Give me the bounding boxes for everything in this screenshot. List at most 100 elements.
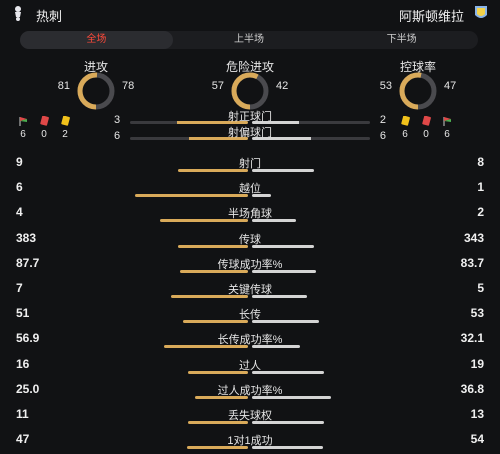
away-yellow-cards-count: 6 [402,129,408,140]
dangerous-attack-donut: 危险进攻 57 42 [190,58,310,118]
shots-on-target-row: 3 2 [114,114,386,127]
shots-away-value: 6 [379,130,386,142]
away-yellow-cards: 6 [400,116,410,142]
stat-home-value: 47 [16,432,30,447]
home-yellow-cards-count: 2 [62,129,68,140]
away-red-cards-count: 0 [423,129,429,140]
stat-label: 射门 [239,158,261,170]
away-red-cards: 0 [421,116,431,142]
stat-away-bar [252,194,271,198]
shots-home-value: 6 [114,130,121,142]
stat-away-bar [252,345,300,349]
stat-label: 过人 [239,359,261,372]
stat-row: 51 长传 53 [0,303,500,328]
stat-row: 16 过人 19 [0,354,500,379]
possession-donut: 控球率 53 47 [358,58,478,118]
stat-away-value: 54 [470,432,484,447]
stat-away-value: 53 [470,306,484,321]
stat-home-bar [186,446,248,450]
tab-full-match[interactable]: 全场 [20,31,173,49]
away-discipline: 6 0 6 [400,116,452,142]
home-red-cards-count: 0 [41,129,47,140]
shots-home-value: 3 [114,114,121,126]
stat-row: 56.9 长传成功率% 32.1 [0,328,500,353]
shots-away-value: 2 [379,114,386,126]
stat-away-value: 19 [470,356,484,371]
stat-row: 47 1对1成功 54 [0,429,500,454]
corner-flag-icon [18,116,28,126]
possession-donut-chart [399,72,437,110]
spurs-cockerel-icon [12,5,24,26]
stat-away-value: 36.8 [460,381,484,396]
stat-home-bar [160,219,248,223]
stat-home-bar [178,169,248,172]
stat-home-bar [180,269,248,273]
stat-home-value: 11 [16,407,29,421]
stat-label: 传球 [239,233,261,246]
attack-donut: 进攻 81 78 [36,58,156,118]
stat-home-bar [187,421,248,424]
away-team[interactable]: 阿斯顿维拉 [399,5,488,26]
stat-label: 过人成功率% [217,384,283,397]
stat-row: 11 丢失球权 13 [0,404,500,429]
home-discipline: 6 0 2 [18,116,70,142]
stat-home-bar [183,320,248,324]
corner-flag-icon [442,116,452,126]
donut-home-value: 57 [211,80,224,92]
tab-first-half[interactable]: 上半场 [234,34,264,45]
stat-row: 6 越位 1 [0,177,500,202]
donut-home-value: 81 [57,80,70,92]
stat-home-bar [171,295,248,298]
stat-away-value: 2 [477,205,484,220]
stat-away-value: 32.1 [460,331,484,346]
stat-away-value: 343 [463,230,484,245]
stat-label: 长传 [239,309,261,322]
shots-off-target-row: 6 6 [114,130,386,143]
stat-away-bar [252,219,296,223]
home-team-name: 热刺 [36,9,63,24]
stat-home-value: 383 [16,230,37,245]
tab-second-half[interactable]: 下半场 [386,34,417,45]
stat-home-bar [194,395,248,399]
shots-off-target-label: 射偏球门 [228,127,272,139]
donut-title: 进攻 [83,60,108,74]
stat-label: 长传成功率% [217,334,283,347]
stat-home-value: 16 [16,356,30,371]
villa-lion-crest-icon [474,5,488,26]
stat-row: 25.0 过人成功率% 36.8 [0,379,500,404]
donut-home-arc [77,72,115,110]
donut-away-value: 47 [444,80,457,92]
home-corners: 6 [18,116,28,142]
stat-label: 丢失球权 [228,410,272,422]
shots-away-bar [252,121,370,124]
shots-home-bar [130,121,248,124]
donut-title: 危险进攻 [225,60,274,74]
yellow-card-icon [60,116,70,126]
red-card-icon [39,116,49,126]
donut-home-value: 53 [379,80,392,92]
stat-home-value: 87.7 [16,255,40,270]
home-yellow-cards: 2 [60,116,70,142]
home-team[interactable]: 热刺 [12,5,62,26]
stat-away-value: 1 [477,180,484,195]
donut-home-arc [399,72,437,110]
stat-row: 9 射门 8 [0,152,500,177]
stat-home-value: 7 [16,281,23,295]
donut-home-arc [231,72,269,110]
away-team-name: 阿斯顿维拉 [398,9,464,24]
stat-home-value: 51 [16,306,30,321]
stat-away-bar [252,169,315,172]
match-header: 热刺 阿斯顿维拉 [0,0,500,28]
stat-label: 关键传球 [228,284,272,296]
period-tabs: 全场 上半场 下半场 [20,31,478,49]
away-corners-count: 6 [444,129,450,140]
stat-row: 383 传球 343 [0,228,500,253]
stat-home-bar [187,370,248,374]
away-corners: 6 [442,116,452,142]
home-red-cards: 0 [39,116,49,142]
stat-home-bar [163,345,248,349]
shots-away-bar [252,137,370,140]
stat-away-bar [252,421,324,424]
shots-home-bar [130,137,248,140]
stat-away-bar [252,395,331,399]
